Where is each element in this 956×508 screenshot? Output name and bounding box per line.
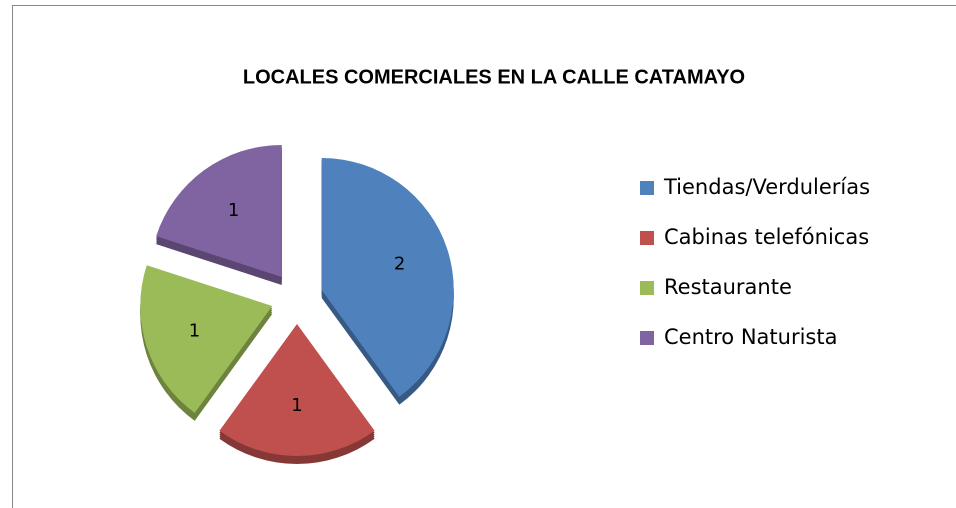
- chart-title: LOCALES COMERCIALES EN LA CALLE CATAMAYO: [243, 66, 745, 88]
- slice: [321, 157, 454, 397]
- legend-label: Restaurante: [664, 275, 792, 299]
- legend-swatch: [640, 231, 654, 245]
- chart-border: [12, 5, 956, 508]
- legend-swatch: [640, 181, 654, 195]
- data-label: 1: [228, 200, 239, 221]
- legend-swatch: [640, 331, 654, 345]
- legend-label: Cabinas telefónicas: [664, 225, 869, 249]
- slice: [219, 324, 375, 456]
- legend-label: Tiendas/Verdulerías: [663, 175, 870, 199]
- slice: [140, 265, 273, 413]
- data-label: 1: [291, 395, 302, 416]
- legend-label: Centro Naturista: [664, 325, 837, 349]
- data-label: 2: [394, 254, 405, 275]
- data-label: 1: [189, 320, 200, 341]
- slice: [156, 144, 282, 277]
- legend-swatch: [640, 281, 654, 295]
